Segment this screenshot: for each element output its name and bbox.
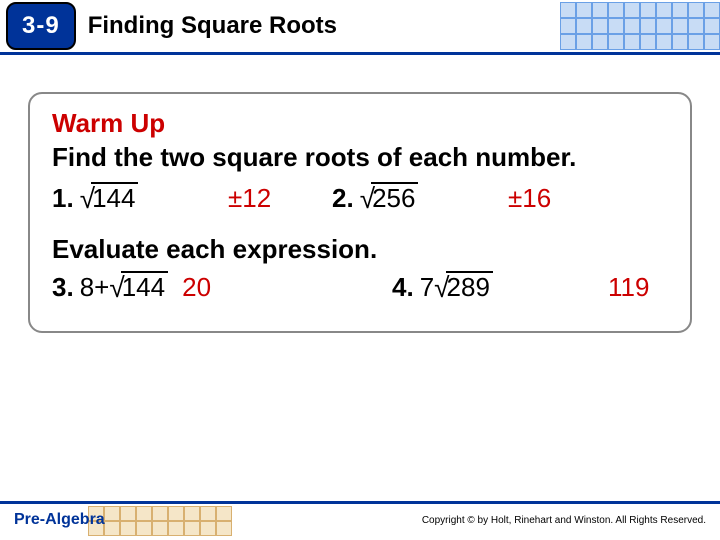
sqrt-expression: √ 144 (109, 271, 168, 303)
sqrt-expression: √ 144 (80, 182, 139, 214)
problem-number: 4. (392, 272, 414, 303)
section-title: Finding Square Roots (88, 12, 337, 40)
answer: 119 (608, 272, 649, 302)
expr-prefix: 8+ (80, 272, 110, 303)
instruction-2: Evaluate each expression. (52, 234, 668, 265)
answer: ±16 (508, 183, 551, 213)
problem-row-1: 1. √ 144 ±12 2. √ 256 ±16 (52, 182, 668, 214)
radical-icon: √ (109, 272, 124, 304)
content-box: Warm Up Find the two square roots of eac… (28, 92, 692, 333)
radical-icon: √ (360, 183, 375, 215)
slide-footer: Pre-Algebra Copyright © by Holt, Rinehar… (0, 504, 720, 540)
radicand: 144 (91, 182, 138, 212)
header-grid-decoration (560, 2, 720, 50)
answer: ±12 (228, 183, 271, 213)
instruction-1: Find the two square roots of each number… (52, 141, 668, 174)
slide-header: 3-9 Finding Square Roots (0, 0, 720, 52)
radical-icon: √ (80, 183, 95, 215)
problem-number: 1. (52, 183, 74, 214)
answer: 20 (182, 272, 211, 303)
problem-row-2: 3. 8+ √ 144 20 4. 7 √ 289 119 (52, 271, 668, 303)
radicand: 289 (446, 271, 493, 301)
header-underline (0, 52, 720, 55)
section-number-badge: 3-9 (6, 2, 76, 50)
copyright-text: Copyright © by Holt, Rinehart and Winsto… (422, 515, 706, 526)
expr-prefix: 7 (420, 272, 434, 303)
warmup-heading: Warm Up (52, 108, 668, 139)
radical-icon: √ (434, 272, 449, 304)
radicand: 256 (371, 182, 418, 212)
course-name: Pre-Algebra (14, 511, 105, 529)
sqrt-expression: √ 256 (360, 182, 419, 214)
radicand: 144 (121, 271, 168, 301)
problem-number: 2. (332, 183, 354, 214)
sqrt-expression: √ 289 (434, 271, 493, 303)
problem-number: 3. (52, 272, 74, 303)
